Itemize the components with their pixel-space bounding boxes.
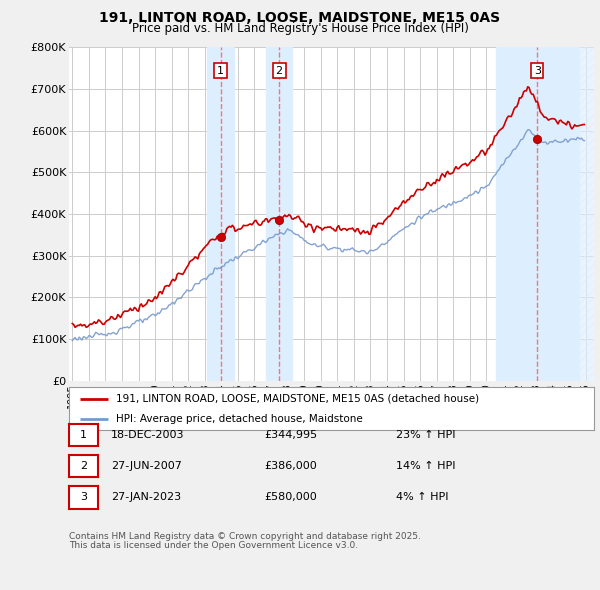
Text: 18-DEC-2003: 18-DEC-2003 xyxy=(111,430,185,440)
Text: 4% ↑ HPI: 4% ↑ HPI xyxy=(396,493,449,502)
Text: 1: 1 xyxy=(217,65,224,76)
Text: 14% ↑ HPI: 14% ↑ HPI xyxy=(396,461,455,471)
Text: 27-JAN-2023: 27-JAN-2023 xyxy=(111,493,181,502)
Text: 3: 3 xyxy=(533,65,541,76)
Text: This data is licensed under the Open Government Licence v3.0.: This data is licensed under the Open Gov… xyxy=(69,541,358,550)
Text: 1: 1 xyxy=(80,430,87,440)
Text: 3: 3 xyxy=(80,493,87,502)
Text: 191, LINTON ROAD, LOOSE, MAIDSTONE, ME15 0AS (detached house): 191, LINTON ROAD, LOOSE, MAIDSTONE, ME15… xyxy=(116,394,479,404)
Text: £344,995: £344,995 xyxy=(264,430,317,440)
Text: £386,000: £386,000 xyxy=(264,461,317,471)
Bar xyxy=(208,47,234,381)
Bar xyxy=(266,47,292,381)
Bar xyxy=(496,47,578,381)
Text: 191, LINTON ROAD, LOOSE, MAIDSTONE, ME15 0AS: 191, LINTON ROAD, LOOSE, MAIDSTONE, ME15… xyxy=(100,11,500,25)
Text: 27-JUN-2007: 27-JUN-2007 xyxy=(111,461,182,471)
Text: Price paid vs. HM Land Registry's House Price Index (HPI): Price paid vs. HM Land Registry's House … xyxy=(131,22,469,35)
Text: Contains HM Land Registry data © Crown copyright and database right 2025.: Contains HM Land Registry data © Crown c… xyxy=(69,532,421,541)
Text: £580,000: £580,000 xyxy=(264,493,317,502)
Bar xyxy=(578,47,594,381)
Text: 2: 2 xyxy=(275,65,283,76)
Text: 2: 2 xyxy=(80,461,87,471)
Text: 23% ↑ HPI: 23% ↑ HPI xyxy=(396,430,455,440)
Text: HPI: Average price, detached house, Maidstone: HPI: Average price, detached house, Maid… xyxy=(116,414,363,424)
